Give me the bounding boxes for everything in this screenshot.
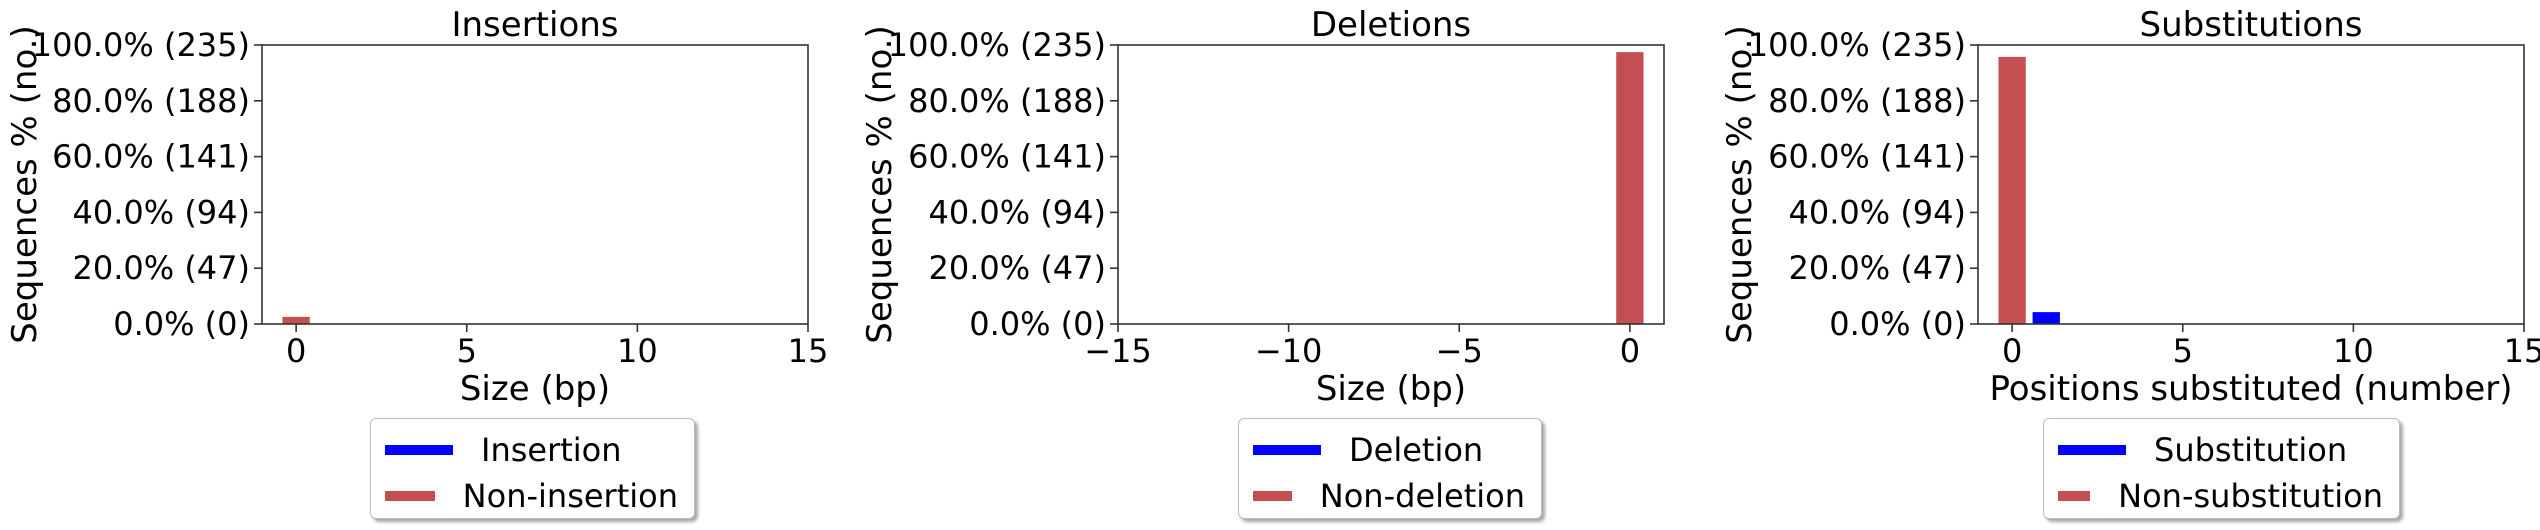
x-tick-label: 15	[2504, 332, 2540, 370]
x-tick-label: 10	[2333, 332, 2374, 370]
y-tick-label: 80.0% (188)	[52, 82, 250, 120]
y-axis-label: Sequences % (no.)	[860, 25, 900, 343]
legend-item: Deletion	[1253, 427, 1525, 473]
legend-swatch	[1253, 491, 1292, 501]
legend: Substitution Non-substitution	[2043, 418, 2400, 519]
x-tick-label: −10	[1255, 332, 1323, 370]
legend-item: Non-substitution	[2058, 473, 2383, 519]
y-tick-label: 0.0% (0)	[969, 305, 1106, 343]
x-tick-label: −5	[1436, 332, 1483, 370]
plot-frame	[1117, 44, 1665, 325]
y-axis-label: Sequences % (no.)	[1720, 25, 1760, 343]
legend-label: Non-deletion	[1319, 477, 1525, 515]
legend-label: Insertion	[481, 431, 622, 469]
bar-non-deletion	[1616, 52, 1644, 324]
legend-item: Non-deletion	[1253, 473, 1525, 519]
y-tick-label: 60.0% (141)	[1768, 138, 1966, 176]
x-tick-label: 0	[1620, 332, 1640, 370]
y-tick-label: 20.0% (47)	[928, 249, 1106, 287]
y-tick-label: 80.0% (188)	[908, 82, 1106, 120]
y-axis-label: Sequences % (no.)	[5, 25, 45, 343]
y-tick-label: 0.0% (0)	[1829, 305, 1966, 343]
y-tick-label: 40.0% (94)	[1788, 193, 1966, 231]
x-axis-label: Size (bp)	[460, 369, 610, 409]
legend-label: Substitution	[2154, 431, 2348, 469]
x-tick-label: 5	[457, 332, 477, 370]
legend-item: Non-insertion	[385, 473, 678, 519]
chart-title: Insertions	[451, 5, 618, 45]
x-tick-label: −15	[1084, 332, 1152, 370]
bar-substitution	[2032, 312, 2060, 324]
y-tick-label: 80.0% (188)	[1768, 82, 1966, 120]
x-tick-label: 10	[617, 332, 658, 370]
y-tick-label: 20.0% (47)	[1788, 249, 1966, 287]
plot-frame	[1977, 44, 2525, 325]
x-tick-label: 15	[788, 332, 829, 370]
legend-swatch	[2058, 445, 2126, 455]
bar-non-insertion	[282, 316, 310, 324]
legend-swatch	[2058, 491, 2091, 501]
legend-label: Non-substitution	[2118, 477, 2383, 515]
y-tick-label: 60.0% (141)	[908, 138, 1106, 176]
legend-label: Deletion	[1349, 431, 1484, 469]
legend-swatch	[1253, 445, 1321, 455]
legend-swatch	[385, 445, 453, 455]
x-tick-label: 5	[2173, 332, 2193, 370]
x-axis-label: Size (bp)	[1316, 369, 1466, 409]
chart-title: Substitutions	[2140, 5, 2363, 45]
legend-label: Non-insertion	[462, 477, 678, 515]
y-tick-label: 100.0% (235)	[1748, 26, 1966, 64]
legend-swatch	[385, 491, 435, 501]
y-tick-label: 20.0% (47)	[72, 249, 250, 287]
x-tick-label: 0	[2002, 332, 2022, 370]
y-tick-label: 0.0% (0)	[113, 305, 250, 343]
y-tick-label: 100.0% (235)	[32, 26, 250, 64]
x-tick-label: 0	[286, 332, 306, 370]
legend-item: Substitution	[2058, 427, 2383, 473]
chart-title: Deletions	[1311, 5, 1471, 45]
legend: Deletion Non-deletion	[1238, 418, 1542, 519]
legend: Insertion Non-insertion	[370, 418, 695, 519]
y-tick-label: 100.0% (235)	[888, 26, 1106, 64]
y-tick-label: 60.0% (141)	[52, 138, 250, 176]
y-tick-label: 40.0% (94)	[72, 193, 250, 231]
plot-frame	[261, 44, 809, 325]
x-axis-label: Positions substituted (number)	[1990, 369, 2513, 409]
legend-item: Insertion	[385, 427, 678, 473]
bar-non-substitution	[1998, 56, 2026, 324]
y-tick-label: 40.0% (94)	[928, 193, 1106, 231]
